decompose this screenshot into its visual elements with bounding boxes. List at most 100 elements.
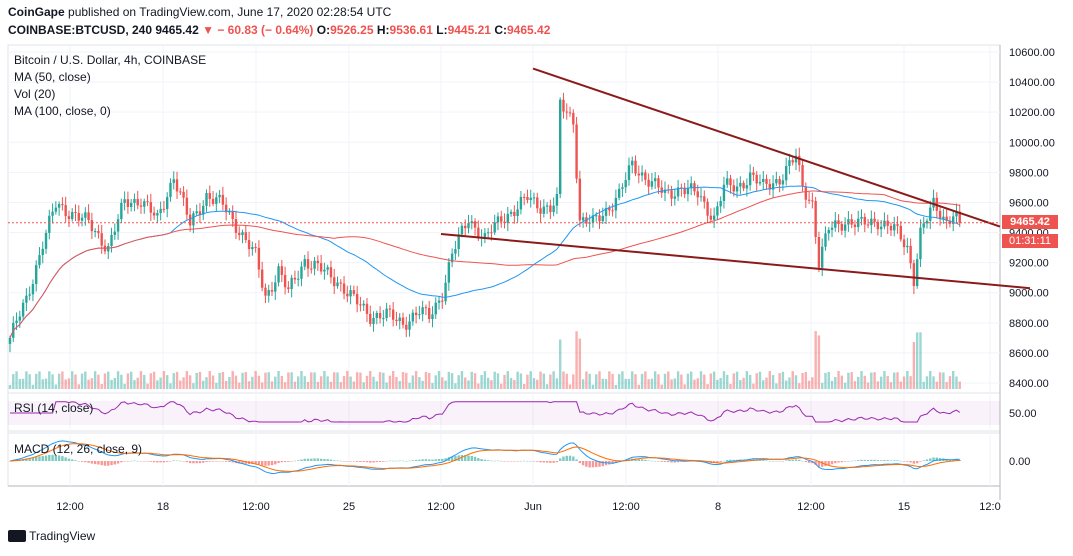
candle bbox=[329, 267, 333, 278]
candle bbox=[673, 196, 677, 199]
macd-hist-bar bbox=[74, 460, 77, 461]
volume-bar bbox=[434, 375, 437, 389]
x-tick-label: 12:00 bbox=[242, 501, 270, 513]
macd-hist-bar bbox=[139, 461, 143, 462]
macd-hist-bar bbox=[267, 461, 270, 466]
candle bbox=[231, 211, 234, 220]
candle bbox=[853, 224, 857, 228]
volume-bar bbox=[162, 371, 166, 389]
macd-hist-bar bbox=[549, 461, 552, 463]
candle bbox=[559, 99, 562, 194]
candle bbox=[267, 290, 270, 296]
candle bbox=[221, 194, 225, 205]
volume-bar bbox=[889, 382, 893, 389]
macd-hist-bar bbox=[159, 461, 162, 463]
candle bbox=[457, 234, 460, 250]
macd-hist-bar bbox=[873, 459, 876, 461]
candle bbox=[627, 165, 631, 181]
volume-bar bbox=[555, 378, 559, 389]
macd-hist-bar bbox=[778, 461, 781, 462]
macd-hist-bar bbox=[912, 461, 916, 464]
volume-bar bbox=[228, 376, 231, 389]
candle bbox=[133, 198, 136, 203]
x-tick-label: 12:0 bbox=[979, 501, 1000, 513]
volume-bar bbox=[850, 372, 853, 389]
macd-hist-bar bbox=[893, 460, 896, 461]
macd-hist-bar bbox=[483, 459, 487, 461]
volume-bar bbox=[431, 383, 434, 389]
macd-hist-bar bbox=[355, 461, 359, 462]
macd-hist-bar bbox=[303, 458, 306, 461]
candle bbox=[794, 155, 798, 163]
volume-bar bbox=[827, 371, 830, 389]
macd-hist-bar bbox=[784, 460, 788, 461]
candle bbox=[244, 232, 247, 240]
volume-bar bbox=[202, 380, 205, 389]
published-on: published on TradingView.com, June 17, 2… bbox=[68, 5, 392, 19]
volume-bar bbox=[97, 374, 100, 389]
volume-bar bbox=[146, 383, 149, 389]
candle bbox=[929, 207, 932, 221]
macd-hist-bar bbox=[532, 461, 536, 462]
candle bbox=[205, 193, 208, 206]
volume-bar bbox=[703, 374, 706, 389]
candle bbox=[526, 196, 529, 201]
macd-hist-bar bbox=[729, 459, 732, 461]
candle bbox=[365, 303, 369, 314]
volume-bar bbox=[821, 382, 824, 389]
macd-hist-bar bbox=[310, 458, 313, 461]
macd-hist-bar bbox=[853, 460, 857, 462]
candle bbox=[198, 211, 202, 215]
macd-hist-bar bbox=[107, 461, 110, 466]
change-arrow: ▼ bbox=[202, 23, 214, 37]
volume-bar bbox=[54, 384, 58, 389]
volume-bar bbox=[126, 373, 130, 389]
volume-bar bbox=[686, 373, 690, 389]
candle bbox=[555, 193, 559, 206]
volume-bar bbox=[739, 380, 742, 389]
macd-hist-bar bbox=[313, 458, 316, 461]
macd-hist-bar bbox=[653, 460, 657, 462]
volume-bar bbox=[565, 373, 568, 389]
volume-bar bbox=[896, 372, 899, 389]
macd-hist-bar bbox=[270, 461, 274, 466]
volume-bar bbox=[149, 373, 153, 389]
macd-hist-bar bbox=[496, 460, 500, 462]
candle bbox=[876, 221, 880, 230]
candle bbox=[179, 191, 182, 193]
macd-legend: MACD (12, 26, close, 9) bbox=[14, 442, 143, 456]
volume-bar bbox=[139, 371, 143, 389]
x-tick-label: 12:00 bbox=[427, 501, 455, 513]
volume-bar bbox=[840, 375, 844, 389]
tradingview-logo[interactable]: TradingView bbox=[8, 529, 95, 543]
volume-bar bbox=[464, 377, 467, 389]
candle bbox=[581, 217, 585, 221]
macd-hist-bar bbox=[526, 460, 529, 462]
volume-bar bbox=[182, 377, 185, 389]
candle bbox=[319, 263, 323, 272]
x-tick-label: 8 bbox=[715, 501, 721, 513]
macd-hist-bar bbox=[477, 458, 480, 461]
volume-bar bbox=[650, 378, 654, 389]
volume-bar bbox=[369, 371, 372, 389]
candle bbox=[421, 307, 424, 315]
volume-bar bbox=[863, 375, 866, 389]
macd-hist-bar bbox=[293, 460, 297, 462]
candle bbox=[362, 303, 365, 306]
candle bbox=[355, 293, 359, 305]
candle bbox=[624, 180, 627, 188]
volume-bar bbox=[188, 375, 192, 389]
volume-bar bbox=[653, 371, 657, 389]
volume-bar bbox=[578, 338, 582, 389]
volume-bar bbox=[428, 372, 431, 389]
candle bbox=[51, 211, 54, 216]
volume-bar bbox=[627, 378, 631, 389]
macd-hist-bar bbox=[365, 461, 369, 463]
candle bbox=[97, 230, 100, 234]
macd-hist-bar bbox=[572, 456, 575, 461]
candle bbox=[608, 208, 611, 211]
macd-hist-bar bbox=[162, 461, 166, 463]
candle bbox=[883, 220, 886, 227]
volume-bar bbox=[123, 383, 126, 389]
